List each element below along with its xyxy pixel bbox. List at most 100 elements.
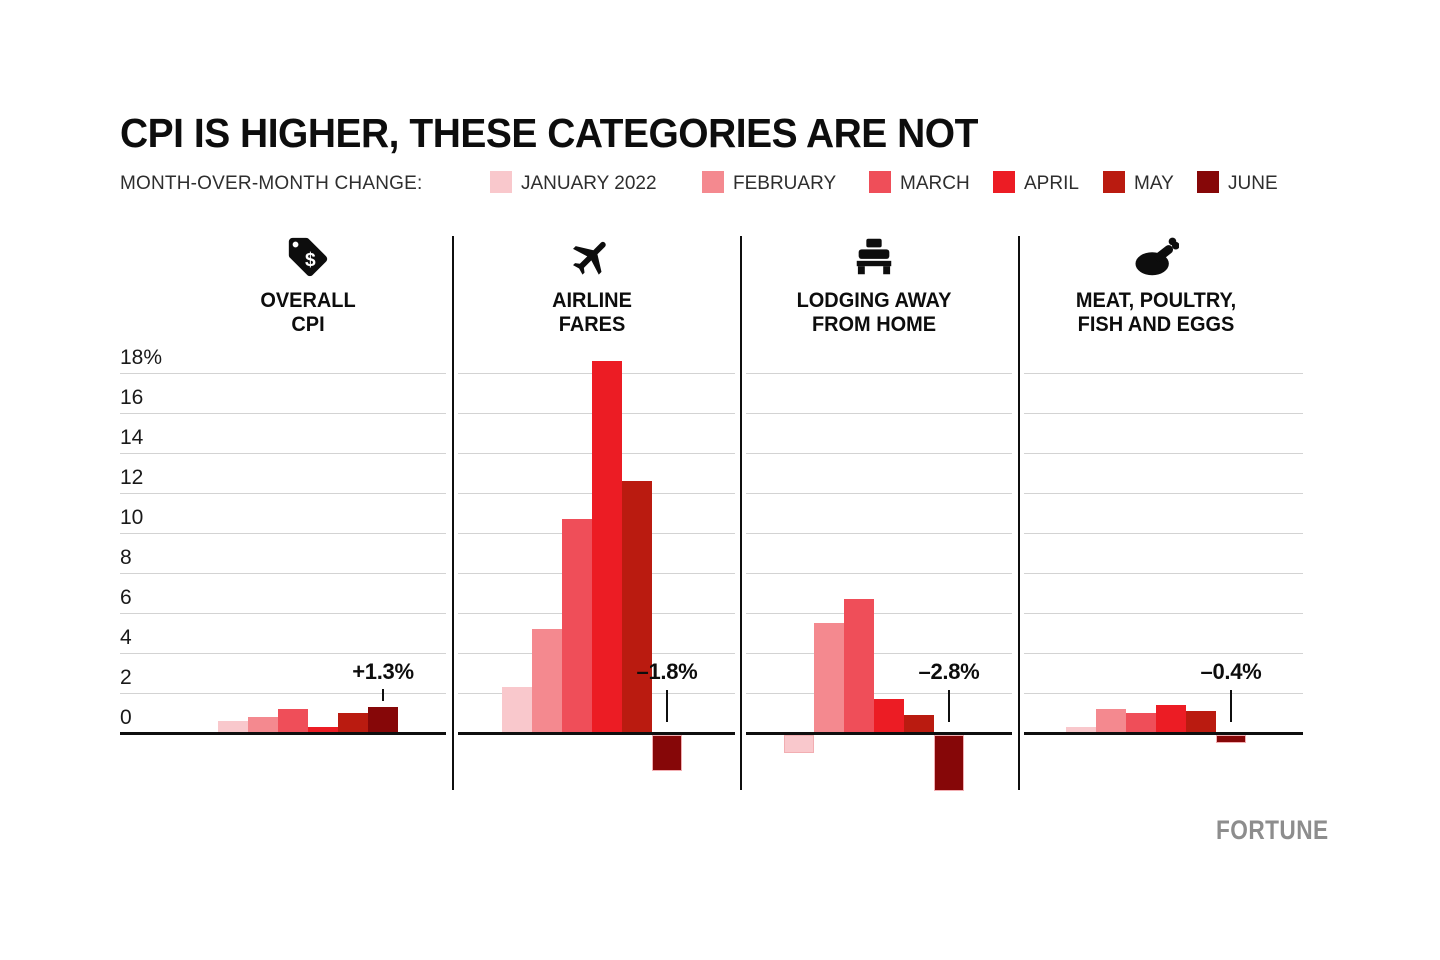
- gridline: [746, 453, 1012, 454]
- bar-january: [218, 721, 248, 733]
- gridline: [1024, 373, 1303, 374]
- x-axis-baseline: [120, 732, 446, 735]
- legend-item-label: FEBRUARY: [733, 173, 837, 194]
- gridline: [120, 413, 446, 414]
- bar-march: [278, 709, 308, 733]
- legend-swatch-may: [1103, 171, 1125, 193]
- annotation-value: –2.8%: [918, 659, 980, 684]
- gridline: [746, 573, 1012, 574]
- bar-april: [592, 361, 622, 733]
- bar-march: [1126, 713, 1156, 733]
- bar-june: [368, 707, 398, 733]
- price-tag-icon: $: [285, 234, 331, 280]
- category-title-line: FISH AND EGGS: [1077, 313, 1235, 337]
- bar-january: [502, 687, 532, 733]
- gridline: [746, 653, 1012, 654]
- gridline: [120, 453, 446, 454]
- gridline: [746, 413, 1012, 414]
- y-axis-tick-label: 12: [120, 466, 144, 489]
- legend-item-label: MARCH: [900, 173, 970, 194]
- gridline: [1024, 453, 1303, 454]
- legend-swatch-march: [869, 171, 891, 193]
- annotation-value: –0.4%: [1200, 659, 1262, 684]
- legend-swatch-february: [702, 171, 724, 193]
- panel-divider: [452, 236, 454, 790]
- annotation-tick-line: [1230, 690, 1232, 722]
- category-title-line: OVERALL: [260, 289, 356, 312]
- airplane-icon: [569, 234, 615, 280]
- category-title-line: LODGING AWAY: [796, 289, 952, 312]
- bar-may: [1186, 711, 1216, 733]
- bar-june: [652, 735, 682, 771]
- gridline: [1024, 613, 1303, 614]
- bar-may: [338, 713, 368, 733]
- gridline: [120, 653, 446, 654]
- gridline: [746, 493, 1012, 494]
- poultry-icon: [1133, 234, 1180, 280]
- gridline: [120, 573, 446, 574]
- gridline: [1024, 413, 1303, 414]
- category-title-line: MEAT, POULTRY,: [1075, 289, 1237, 312]
- bar-february: [1096, 709, 1126, 733]
- category-title-line: AIRLINE: [552, 289, 632, 312]
- legend-item-label: JANUARY 2022: [521, 173, 657, 194]
- bar-june: [934, 735, 964, 791]
- y-axis-tick-label: 6: [120, 586, 132, 609]
- bar-january: [1066, 727, 1096, 733]
- x-axis-baseline: [746, 732, 1012, 735]
- gridline: [120, 373, 446, 374]
- legend-item-label: MAY: [1134, 173, 1174, 194]
- bar-march: [562, 519, 592, 733]
- y-axis-tick-label: 14: [120, 426, 144, 449]
- fortune-logo: FORTUNE: [1216, 815, 1329, 845]
- category-title-line: CPI: [291, 313, 325, 337]
- y-axis-tick-label: 2: [120, 666, 132, 689]
- gridline: [1024, 573, 1303, 574]
- x-axis-baseline: [1024, 732, 1303, 735]
- y-axis-tick-label: 4: [120, 626, 132, 649]
- panel-divider: [1018, 236, 1020, 790]
- legend-item-label: JUNE: [1228, 173, 1278, 194]
- gridline: [1024, 533, 1303, 534]
- bar-february: [814, 623, 844, 733]
- bar-june: [1216, 735, 1246, 743]
- bar-february: [532, 629, 562, 733]
- bar-april: [874, 699, 904, 733]
- gridline: [120, 493, 446, 494]
- category-title: AIRLINE FARES: [552, 289, 632, 338]
- svg-text:$: $: [305, 250, 316, 271]
- gridline: [1024, 693, 1303, 694]
- y-axis-tick-label: 10: [120, 506, 144, 529]
- bar-january: [784, 735, 814, 753]
- legend-label: MONTH-OVER-MONTH CHANGE:: [120, 173, 423, 194]
- annotation-value: +1.3%: [352, 659, 414, 684]
- legend-swatch-january-2022: [490, 171, 512, 193]
- x-axis-baseline: [458, 732, 735, 735]
- annotation-tick-line: [382, 689, 384, 701]
- y-axis-tick-label: 0: [120, 706, 132, 729]
- bar-may: [904, 715, 934, 733]
- bar-march: [844, 599, 874, 733]
- bar-april: [1156, 705, 1186, 733]
- gridline: [1024, 653, 1303, 654]
- bed-icon: [851, 234, 897, 280]
- gridline: [746, 693, 1012, 694]
- panel-divider: [740, 236, 742, 790]
- gridline: [120, 693, 446, 694]
- legend-swatch-june: [1197, 171, 1219, 193]
- y-axis-tick-label: 8: [120, 546, 132, 569]
- gridline: [120, 533, 446, 534]
- gridline: [746, 533, 1012, 534]
- annotation-tick-line: [666, 690, 668, 722]
- category-title: MEAT, POULTRY, FISH AND EGGS: [1076, 289, 1236, 338]
- gridline: [1024, 493, 1303, 494]
- gridline: [746, 373, 1012, 374]
- bar-may: [622, 481, 652, 733]
- category-title-line: FARES: [558, 313, 626, 337]
- annotation-value: –1.8%: [636, 659, 698, 684]
- legend-swatch-april: [993, 171, 1015, 193]
- bar-february: [248, 717, 278, 733]
- y-axis-tick-label: 16: [120, 386, 144, 409]
- bar-april: [308, 727, 338, 733]
